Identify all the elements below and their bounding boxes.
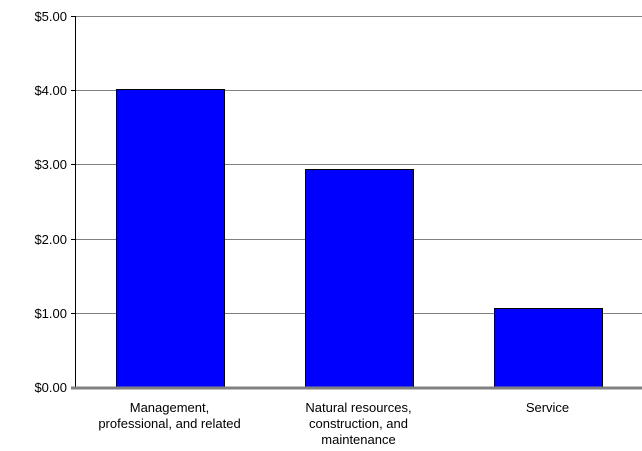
bar [116,89,225,388]
x-category-label-line: Natural resources, [305,400,411,415]
bars [116,89,603,388]
x-category-label-line: Service [526,400,569,415]
x-category-label: Service [526,400,569,415]
x-category-label-line: Management, [130,400,210,415]
x-category-label-line: construction, and [309,416,408,431]
x-category-label: Natural resources, construction, and maint… [305,400,411,447]
y-tick-label: $4.00 [34,83,67,98]
axes [71,16,642,390]
x-category-label-line: maintenance [321,432,395,447]
y-tick-label: $1.00 [34,306,67,321]
y-tick-label: $5.00 [34,9,67,24]
category-labels: Management, professional, and related Natu… [98,400,569,447]
bar [305,169,414,388]
y-tick-label: $2.00 [34,232,67,247]
x-category-label-line: professional, and related [98,416,240,431]
bar [494,308,603,388]
y-tick-label: $0.00 [34,380,67,395]
y-tick-labels: $0.00 $1.00 $2.00 $3.00 $4.00 $5.00 [34,9,67,395]
y-tick-label: $3.00 [34,157,67,172]
x-category-label: Management, professional, and related [98,400,240,431]
